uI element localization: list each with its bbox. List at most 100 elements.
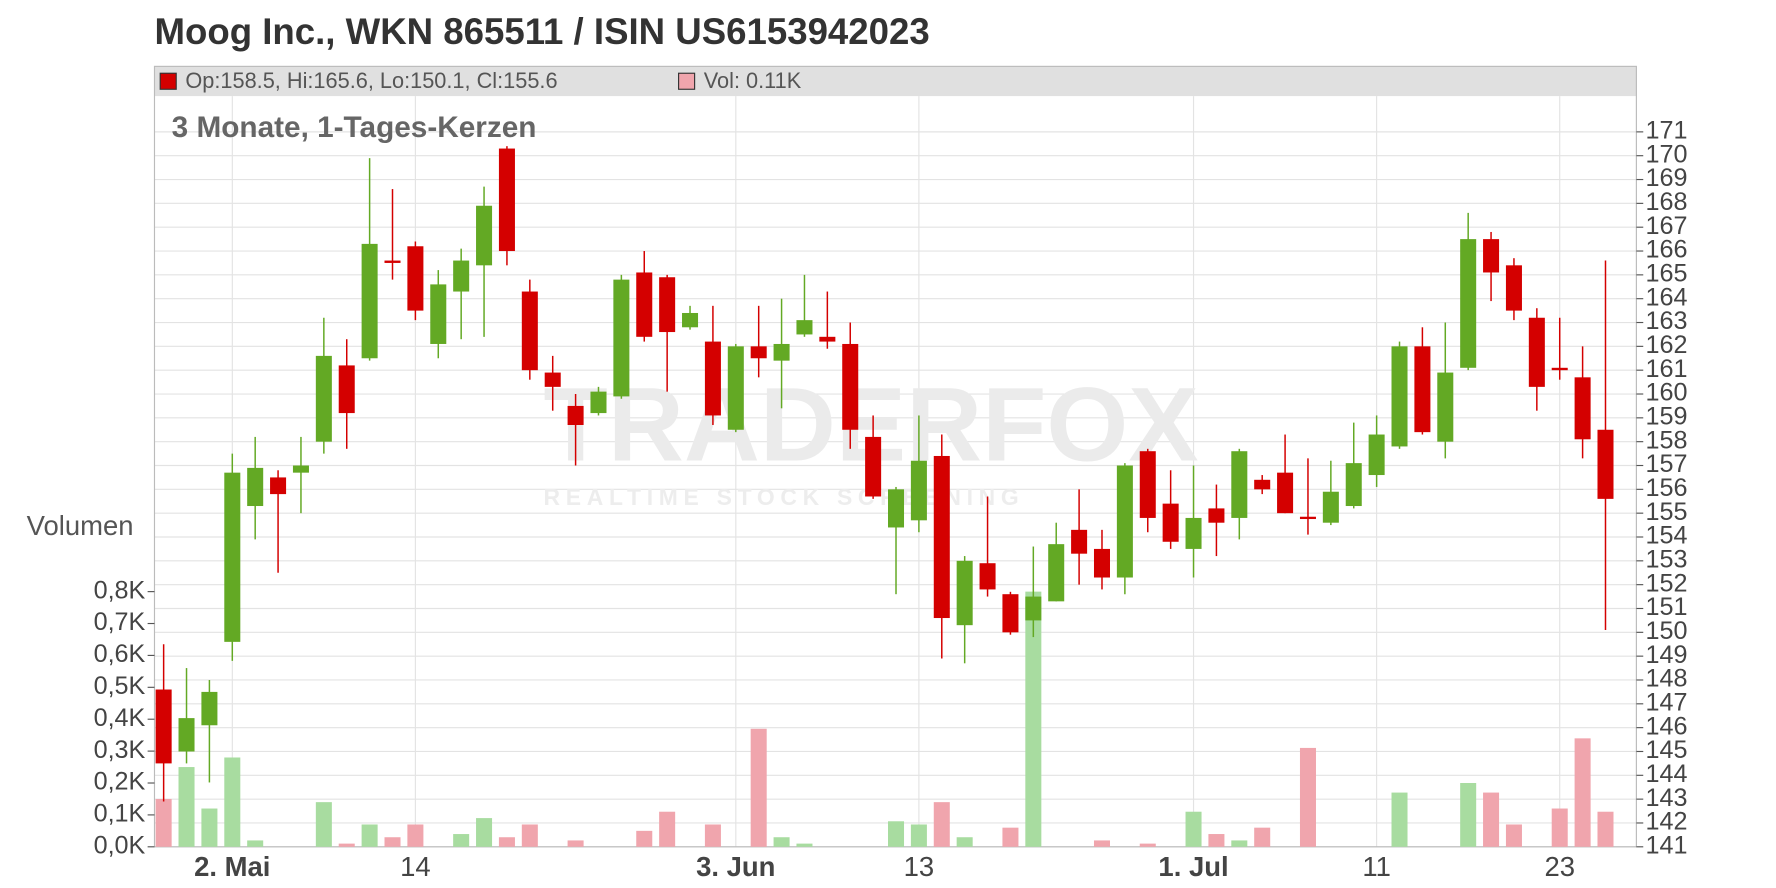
y-tick-label: 160 bbox=[1646, 379, 1688, 407]
volume-bar bbox=[1551, 808, 1568, 847]
y-tick-label: 156 bbox=[1646, 474, 1688, 502]
candle-body bbox=[590, 391, 607, 414]
volume-bar bbox=[933, 802, 950, 847]
candle-body bbox=[1414, 346, 1431, 433]
volume-bar bbox=[773, 837, 790, 847]
y-tick-label: 153 bbox=[1646, 545, 1688, 573]
y2-tick-label: 0,1K bbox=[94, 800, 146, 828]
candle-body bbox=[819, 336, 836, 342]
candle-body bbox=[773, 343, 790, 361]
legend-volume: Vol: 0.11K bbox=[704, 68, 802, 93]
volume-bar bbox=[796, 843, 813, 847]
candle-body bbox=[1551, 367, 1568, 371]
candle-body bbox=[1574, 377, 1591, 440]
candle-body bbox=[1162, 503, 1179, 542]
volume-bar bbox=[910, 824, 927, 847]
volume-bar bbox=[224, 757, 241, 847]
candle-body bbox=[1139, 451, 1156, 518]
volume-bar bbox=[1505, 824, 1522, 847]
candle-body bbox=[1437, 372, 1454, 442]
volume-bar bbox=[888, 821, 905, 847]
y-tick-label: 163 bbox=[1646, 307, 1688, 335]
candle-body bbox=[613, 279, 630, 397]
y-tick-label: 143 bbox=[1646, 784, 1688, 812]
y2-tick-label: 0,2K bbox=[94, 768, 146, 796]
candle-body bbox=[750, 346, 767, 359]
candle-body bbox=[1254, 479, 1271, 490]
volume-bar bbox=[1208, 834, 1225, 847]
volume-bar bbox=[956, 837, 973, 847]
candle-body bbox=[476, 205, 493, 266]
volume-bar bbox=[750, 728, 767, 847]
volume-bar bbox=[315, 802, 332, 847]
candle-body bbox=[1505, 265, 1522, 311]
candle-body bbox=[292, 465, 309, 473]
volume-bar bbox=[453, 834, 470, 847]
volume-bar bbox=[1093, 840, 1110, 847]
y-tick-label: 157 bbox=[1646, 450, 1688, 478]
y-tick-label: 161 bbox=[1646, 355, 1688, 383]
volume-bar bbox=[1139, 843, 1156, 847]
y-tick-label: 145 bbox=[1646, 736, 1688, 764]
y-tick-label: 158 bbox=[1646, 426, 1688, 454]
candle-body bbox=[430, 284, 447, 344]
candle-body bbox=[1277, 472, 1294, 514]
y-tick-label: 159 bbox=[1646, 403, 1688, 431]
candle-body bbox=[682, 312, 699, 328]
volume-bar bbox=[1574, 738, 1591, 847]
y-tick-label: 168 bbox=[1646, 188, 1688, 216]
volume-bar bbox=[476, 818, 493, 847]
volume-bar bbox=[1231, 840, 1248, 847]
candle-body bbox=[1002, 594, 1019, 633]
chart-title: Moog Inc., WKN 865511 / ISIN US615394202… bbox=[154, 11, 929, 52]
chart-subtitle: 3 Monate, 1-Tages-Kerzen bbox=[172, 111, 537, 144]
volume-bar bbox=[361, 824, 378, 847]
y-tick-label: 148 bbox=[1646, 665, 1688, 693]
volume-bar bbox=[659, 811, 676, 847]
volume-bar bbox=[1002, 827, 1019, 847]
y-tick-label: 149 bbox=[1646, 641, 1688, 669]
candle-body bbox=[1391, 346, 1408, 447]
volume-bar bbox=[338, 843, 355, 847]
volume-bar bbox=[704, 824, 721, 847]
candle-body bbox=[704, 341, 721, 416]
candle-body bbox=[1460, 239, 1477, 368]
legend-price: Op:158.5, Hi:165.6, Lo:150.1, Cl:155.6 bbox=[185, 68, 557, 93]
y-tick-label: 152 bbox=[1646, 569, 1688, 597]
volume-bar bbox=[1299, 747, 1316, 847]
y-tick-label: 166 bbox=[1646, 236, 1688, 264]
x-tick-label: 13 bbox=[904, 851, 935, 882]
y-tick-label: 155 bbox=[1646, 498, 1688, 526]
legend-swatch bbox=[678, 72, 696, 90]
candle-body bbox=[979, 563, 996, 590]
volume-bar bbox=[1185, 811, 1202, 847]
candle-body bbox=[956, 560, 973, 626]
candle-body bbox=[1185, 517, 1202, 549]
legend-swatch bbox=[159, 72, 177, 90]
candle-body bbox=[247, 467, 264, 507]
candle-body bbox=[361, 243, 378, 359]
candle-body bbox=[224, 472, 241, 642]
candle-body bbox=[1597, 429, 1614, 499]
x-tick-label: 11 bbox=[1362, 851, 1391, 882]
candle-body bbox=[1025, 596, 1042, 621]
candle-body bbox=[384, 260, 401, 263]
candle-body bbox=[1208, 508, 1225, 523]
candle-body bbox=[270, 477, 287, 495]
x-tick-label: 23 bbox=[1544, 851, 1575, 882]
candle-body bbox=[1368, 434, 1385, 476]
candle-body bbox=[544, 372, 561, 387]
volume-bar bbox=[636, 830, 653, 847]
candle-body bbox=[315, 355, 332, 442]
y-tick-label: 146 bbox=[1646, 712, 1688, 740]
y-tick-label: 171 bbox=[1646, 117, 1688, 145]
y-tick-label: 144 bbox=[1646, 760, 1688, 788]
volume-bar bbox=[384, 837, 401, 847]
candle-body bbox=[498, 148, 515, 252]
candle-body bbox=[1116, 465, 1133, 578]
candle-body bbox=[338, 365, 355, 414]
volume-bar bbox=[567, 840, 584, 847]
y-tick-label: 164 bbox=[1646, 283, 1688, 311]
candle-body bbox=[201, 691, 218, 726]
